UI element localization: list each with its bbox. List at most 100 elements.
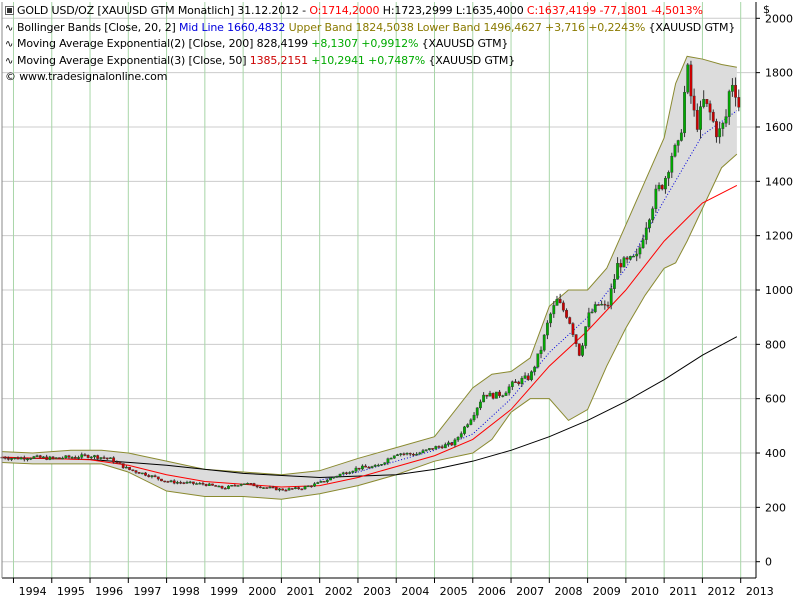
band-area [2, 56, 737, 500]
candle-body [156, 476, 160, 480]
legend-row-bollinger[interactable]: ∿ Bollinger Bands [Close, 20, 2] Mid Line… [5, 20, 735, 37]
candle-body [306, 485, 310, 488]
candle-body [3, 456, 7, 459]
candle-body [13, 457, 17, 459]
candle-body [191, 481, 195, 484]
candle-body [689, 64, 693, 97]
candle-body [730, 84, 734, 92]
candle-body [329, 477, 332, 481]
candle-body [198, 483, 202, 485]
candle-body [475, 407, 479, 416]
candle-body [89, 456, 93, 459]
candle-body [105, 457, 109, 460]
candle-body [638, 247, 642, 255]
candle-body [201, 483, 205, 485]
candle-body [581, 345, 584, 356]
candle-body [297, 487, 301, 490]
candle-body [373, 465, 377, 467]
legend-row-ema50[interactable]: ∿ Moving Average Exponential(3) [Close, 5… [5, 53, 735, 70]
candle-body [715, 121, 718, 138]
candle-body [150, 475, 154, 477]
legend-row-price[interactable]: GOLD USD/OZ [XAUUSD GTM Monatlich] 31.12… [5, 3, 735, 20]
candle-body [195, 483, 198, 485]
candle-body [686, 64, 690, 93]
y-tick-label: 1600 [765, 121, 793, 134]
x-tick-label: 1999 [210, 585, 238, 598]
candle-body [711, 111, 715, 122]
candle-body [485, 394, 489, 397]
candle-body [644, 227, 648, 240]
candle-body [6, 458, 10, 460]
candle-body [22, 457, 26, 460]
candle-body [724, 116, 728, 124]
candle-body [287, 488, 291, 491]
candle-body [357, 467, 361, 470]
candle-body [392, 455, 396, 459]
candle-body [281, 488, 285, 491]
legend-bollinger-bands: Upper Band 1824,5038 Lower Band 1496,462… [288, 20, 542, 34]
candle-body [447, 442, 450, 445]
x-tick-label: 2011 [669, 585, 697, 598]
y-tick-label: 1400 [765, 175, 793, 188]
candle-body [443, 444, 447, 449]
candle-body [249, 482, 253, 485]
candle-body [179, 482, 183, 484]
candle-body [176, 482, 179, 484]
candle-body [427, 448, 431, 450]
candle-body [609, 288, 613, 306]
candle-body [603, 303, 607, 306]
candle-body [431, 448, 434, 450]
candle-body [705, 99, 709, 104]
candle-body [67, 455, 71, 458]
candle-body [494, 391, 498, 399]
candle-body [514, 381, 517, 383]
candle-body [389, 457, 393, 460]
candle-body [498, 391, 501, 396]
candle-body [364, 465, 368, 468]
legend-ema200-value: 828,4199 [256, 37, 308, 50]
x-tick-label: 1995 [57, 585, 85, 598]
legend-row-ema200[interactable]: ∿ Moving Average Exponential(2) [Close, 2… [5, 36, 735, 53]
candle-body [300, 488, 304, 491]
x-tick-label: 2012 [708, 585, 736, 598]
x-tick-label: 1996 [95, 585, 123, 598]
currency-label: $ [763, 3, 770, 16]
candle-body [421, 450, 425, 454]
candle-body [262, 487, 265, 489]
candle-body [325, 479, 329, 482]
candle-body [504, 392, 508, 396]
candle-body [648, 219, 651, 229]
candle-body [491, 392, 495, 399]
candle-body [345, 472, 348, 474]
x-tick-label: 2009 [593, 585, 621, 598]
candle-body [26, 458, 29, 461]
checkbox-icon[interactable] [5, 6, 14, 15]
candle-body [657, 184, 661, 190]
candle-body [322, 481, 326, 483]
x-tick-label: 2013 [746, 585, 774, 598]
legend-ema200-source: {XAUUSD GTM} [421, 37, 509, 50]
indicator-wave-icon: ∿ [5, 55, 14, 67]
legend-bollinger-change: +3,716 +0,2243% [545, 20, 646, 34]
candle-body [367, 466, 371, 469]
candle-body [45, 456, 49, 460]
candle-body [319, 481, 323, 483]
y-tick-label: 1800 [765, 67, 793, 80]
candle-body [402, 453, 406, 455]
candle-body [163, 480, 167, 483]
candle-body [472, 414, 476, 421]
candle-body [220, 485, 224, 489]
candle-body [182, 482, 186, 484]
candle-body [124, 466, 128, 469]
candle-body [565, 309, 568, 318]
y-tick-label: 2000 [765, 12, 793, 25]
candle-body [255, 485, 259, 488]
candle-body [734, 84, 737, 98]
candle-body [424, 449, 428, 451]
candle-body [93, 455, 96, 458]
candle-body [386, 458, 390, 463]
candle-body [501, 395, 505, 397]
candle-body [482, 394, 486, 403]
candle-body [463, 426, 466, 434]
candle-body [121, 463, 125, 469]
